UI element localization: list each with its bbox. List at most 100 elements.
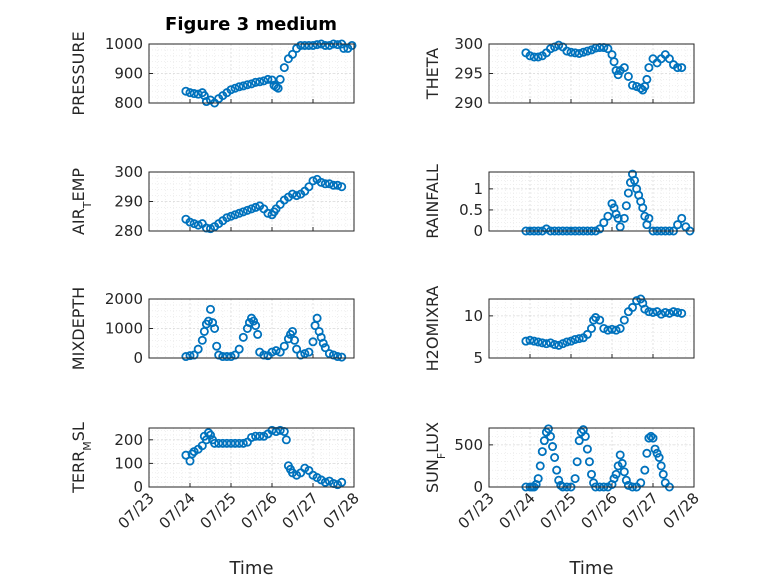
data-point <box>562 337 572 347</box>
data-point <box>533 474 543 484</box>
data-point <box>203 428 213 438</box>
data-point <box>654 452 664 462</box>
data-point <box>203 316 213 326</box>
data-point <box>226 211 236 221</box>
data-point <box>181 86 191 96</box>
axes-frame <box>488 298 695 359</box>
data-point <box>533 337 543 347</box>
data-point <box>189 89 199 99</box>
data-point <box>664 54 674 64</box>
data-point <box>300 349 310 359</box>
data-point <box>320 40 330 50</box>
data-point <box>197 441 207 451</box>
data-point <box>521 336 531 346</box>
data-point <box>587 469 597 479</box>
y-tick-label: 1000 <box>105 35 143 53</box>
data-point <box>537 447 547 457</box>
data-point <box>582 329 592 339</box>
data-point <box>677 213 687 223</box>
data-point <box>529 52 539 62</box>
subplot-air-temp: 280 290 300 AIRTEMP <box>69 163 355 240</box>
subplot-sun-flux: 0500SUNFLUX07/2307/2407/2507/2607/2707/2… <box>423 422 703 579</box>
data-point <box>316 177 326 187</box>
y-tick-label: 0 <box>473 478 483 496</box>
data-point <box>238 332 248 342</box>
data-point <box>562 46 572 56</box>
subplot-theta: 290 295 300 THETA <box>423 35 695 112</box>
plot-area <box>489 299 694 358</box>
y-tick-label: 0 <box>473 222 483 240</box>
data-point <box>636 478 646 488</box>
y-tick-label: 0 <box>133 349 143 367</box>
data-point <box>201 97 211 107</box>
data-point <box>246 79 256 89</box>
data-point <box>230 350 240 360</box>
data-point <box>628 80 638 90</box>
data-point <box>660 307 670 317</box>
data-point <box>275 425 285 435</box>
data-point <box>230 210 240 220</box>
axes-frame <box>148 298 355 359</box>
data-point <box>212 341 222 351</box>
x-tick-label: 07/28 <box>320 489 363 532</box>
data-point <box>566 47 576 57</box>
data-point <box>185 351 195 361</box>
y-axis-label: TERRMSL <box>69 422 94 494</box>
data-point <box>613 213 623 223</box>
y-tick-label: 1000 <box>105 320 143 338</box>
data-point <box>550 452 560 462</box>
x-axis-label: Time <box>568 558 613 579</box>
data-point <box>234 208 244 218</box>
data-point <box>267 75 277 85</box>
y-tick-label: 290 <box>454 94 483 112</box>
data-point <box>574 334 584 344</box>
data-point <box>673 307 683 317</box>
y-tick-label: 290 <box>114 193 143 211</box>
data-point <box>296 350 306 360</box>
data-point <box>210 323 220 333</box>
subplot-pressure: 800 900 1000 PRESSURE <box>69 31 357 116</box>
data-point <box>642 448 652 458</box>
data-point <box>253 329 263 339</box>
data-point <box>226 352 236 362</box>
data-point <box>656 461 666 471</box>
data-point <box>535 461 545 471</box>
data-point <box>623 71 633 81</box>
data-point <box>308 337 318 347</box>
data-point <box>275 74 285 84</box>
data-point <box>669 307 679 317</box>
data-point <box>234 82 244 92</box>
data-point <box>238 207 248 217</box>
data-point <box>644 63 654 73</box>
data-point <box>582 46 592 56</box>
data-point <box>226 438 236 448</box>
data-point <box>328 180 338 190</box>
x-tick-label: 07/28 <box>660 489 703 532</box>
data-point <box>304 347 314 357</box>
data-point <box>333 180 343 190</box>
data-point <box>312 40 322 50</box>
subplot-terr-msl: 0100200TERRMSL07/2307/2407/2507/2607/270… <box>69 422 363 579</box>
data-point <box>197 335 207 345</box>
x-tick-label: 07/26 <box>238 489 281 532</box>
data-point <box>337 477 347 487</box>
data-point <box>193 220 203 230</box>
data-point <box>619 213 629 223</box>
data-point <box>611 325 621 335</box>
data-point <box>554 340 564 350</box>
data-point <box>619 315 629 325</box>
x-tick-label: 07/25 <box>537 489 580 532</box>
data-point <box>615 222 625 232</box>
data-point <box>320 477 330 487</box>
x-tick-label: 07/27 <box>619 489 662 532</box>
data-point <box>320 179 330 189</box>
data-point <box>548 442 558 452</box>
data-point <box>570 474 580 484</box>
data-point <box>222 352 232 362</box>
figure-title: Figure 3 medium <box>165 14 337 35</box>
data-point <box>640 465 650 475</box>
data-point <box>242 205 252 215</box>
data-point <box>525 335 535 345</box>
y-tick-label: 200 <box>114 431 143 449</box>
data-point <box>607 324 617 334</box>
